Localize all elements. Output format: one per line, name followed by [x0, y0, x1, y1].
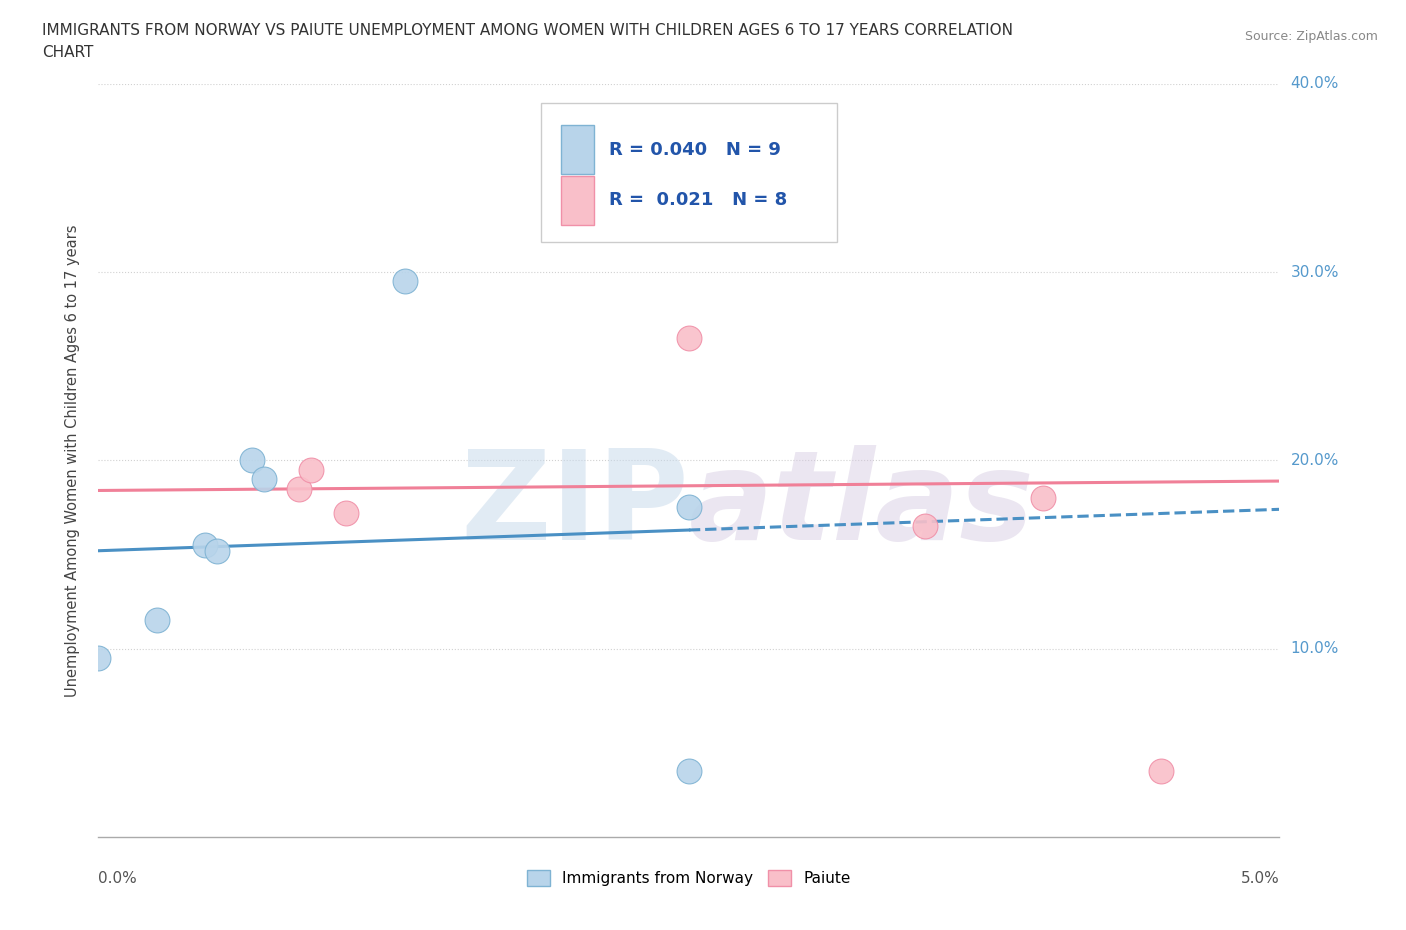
Text: Source: ZipAtlas.com: Source: ZipAtlas.com [1244, 30, 1378, 43]
Text: 20.0%: 20.0% [1291, 453, 1339, 468]
Point [253, 472, 276, 486]
Text: ZIP: ZIP [460, 445, 689, 566]
Text: R =  0.021   N = 8: R = 0.021 N = 8 [609, 191, 787, 209]
Point [87, 651, 110, 666]
Point [205, 543, 228, 558]
Point [299, 462, 322, 477]
Point [678, 764, 700, 778]
Point [146, 613, 169, 628]
Point [914, 519, 936, 534]
Text: atlas: atlas [689, 445, 1035, 566]
Text: 10.0%: 10.0% [1291, 641, 1339, 657]
FancyBboxPatch shape [561, 176, 595, 224]
Point [713, 179, 735, 194]
Legend: Immigrants from Norway, Paiute: Immigrants from Norway, Paiute [527, 870, 851, 886]
Point [1032, 491, 1054, 506]
Point [335, 506, 357, 521]
Point [240, 453, 263, 468]
Point [678, 500, 700, 515]
Text: CHART: CHART [42, 45, 94, 60]
Text: IMMIGRANTS FROM NORWAY VS PAIUTE UNEMPLOYMENT AMONG WOMEN WITH CHILDREN AGES 6 T: IMMIGRANTS FROM NORWAY VS PAIUTE UNEMPLO… [42, 23, 1014, 38]
Point [194, 538, 217, 552]
FancyBboxPatch shape [561, 126, 595, 174]
Point [288, 481, 311, 496]
Text: 5.0%: 5.0% [1240, 870, 1279, 886]
Text: 30.0%: 30.0% [1291, 264, 1339, 280]
Y-axis label: Unemployment Among Women with Children Ages 6 to 17 years: Unemployment Among Women with Children A… [65, 224, 80, 697]
FancyBboxPatch shape [541, 102, 837, 242]
Text: R = 0.040   N = 9: R = 0.040 N = 9 [609, 140, 780, 159]
Text: 40.0%: 40.0% [1291, 76, 1339, 91]
Point [678, 330, 700, 345]
Point [394, 274, 416, 289]
Text: 0.0%: 0.0% [98, 870, 138, 886]
Point [1150, 764, 1173, 778]
